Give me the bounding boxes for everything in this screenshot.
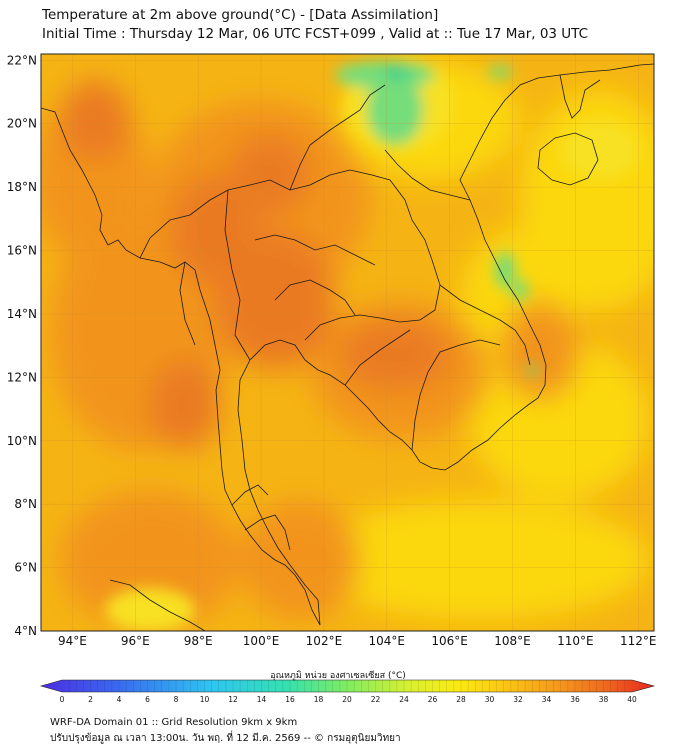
footer-update-info: ปรับปรุงข้อมูล ณ เวลา 13:00น. วัน พฤ. ที… [50,733,401,744]
colorbar-tick-label: 10 [200,695,210,704]
colorbar-tick-label: 38 [599,695,609,704]
colorbar-ticks: 0 2 4 6 8 10 12 14 16 18 20 22 24 26 28 30 32 34 36 38 40 [60,695,637,704]
colorbar-tick-label: 6 [145,695,150,704]
colorbar-tick-label: 30 [485,695,495,704]
lon-tick-label: 104°E [369,634,406,648]
lat-tick-label: 6°N [14,561,37,575]
lat-tick-label: 20°N [7,117,37,131]
colorbar-tick-label: 2 [88,695,93,704]
lat-tick-label: 18°N [7,180,37,194]
coastlines-and-borders [41,63,654,631]
colorbar-tick-label: 12 [228,695,238,704]
lat-tick-label: 10°N [7,434,37,448]
colorbar-tick-label: 4 [117,695,122,704]
footer-model-info: WRF-DA Domain 01 :: Grid Resolution 9km … [50,717,298,728]
colorbar-tick-label: 20 [342,695,352,704]
colorbar-tick-label: 34 [542,695,552,704]
colorbar-tick-label: 18 [314,695,324,704]
map-frame [40,53,655,632]
lon-tick-label: 96°E [121,634,150,648]
lat-tick-label: 8°N [14,497,37,511]
colorbar-tick-label: 14 [257,695,267,704]
lon-tick-label: 108°E [494,634,531,648]
lat-tick-label: 12°N [7,370,37,384]
colorbar-tick-label: 28 [456,695,466,704]
lon-tick-label: 112°E [620,634,657,648]
colorbar-tick-label: 40 [627,695,637,704]
lon-tick-label: 102°E [306,634,343,648]
lon-tick-label: 100°E [243,634,280,648]
chart-subtitle: Initial Time : Thursday 12 Mar, 06 UTC F… [42,26,589,42]
colorbar-tick-label: 36 [570,695,580,704]
lat-tick-label: 16°N [7,244,37,258]
colorbar-tick-label: 22 [371,695,381,704]
lat-tick-label: 14°N [7,307,37,321]
latitude-axis: 22°N 20°N 18°N 16°N 14°N 12°N 10°N 8°N 6°N 4°N [7,53,37,638]
colorbar-title: อุณหภูมิ หน่วย องศาเซลเซียส (°C) [270,671,406,681]
colorbar-bar [39,679,656,693]
longitude-axis: 94°E 96°E 98°E 100°E 102°E 104°E 106°E 108°E 110… [58,634,657,648]
colorbar-tick-label: 26 [428,695,438,704]
colorbar-tick-label: 0 [60,695,65,704]
colorbar-tick-label: 8 [174,695,179,704]
chart-title: Temperature at 2m above ground(°C) - [Da… [42,7,439,23]
lon-tick-label: 106°E [431,634,468,648]
lon-tick-label: 98°E [184,634,213,648]
lat-tick-label: 4°N [14,624,37,638]
colorbar-tick-label: 32 [513,695,523,704]
lon-tick-label: 94°E [58,634,87,648]
colorbar-tick-label: 16 [285,695,295,704]
colorbar-tick-label: 24 [399,695,409,704]
colorbar: 0 2 4 6 8 10 12 14 16 18 20 22 24 26 28 30 32 34 36 38 40 [39,679,656,704]
lat-tick-label: 22°N [7,53,37,67]
temperature-field [41,54,654,631]
colorbar-dividers [69,680,625,692]
lon-tick-label: 110°E [557,634,594,648]
